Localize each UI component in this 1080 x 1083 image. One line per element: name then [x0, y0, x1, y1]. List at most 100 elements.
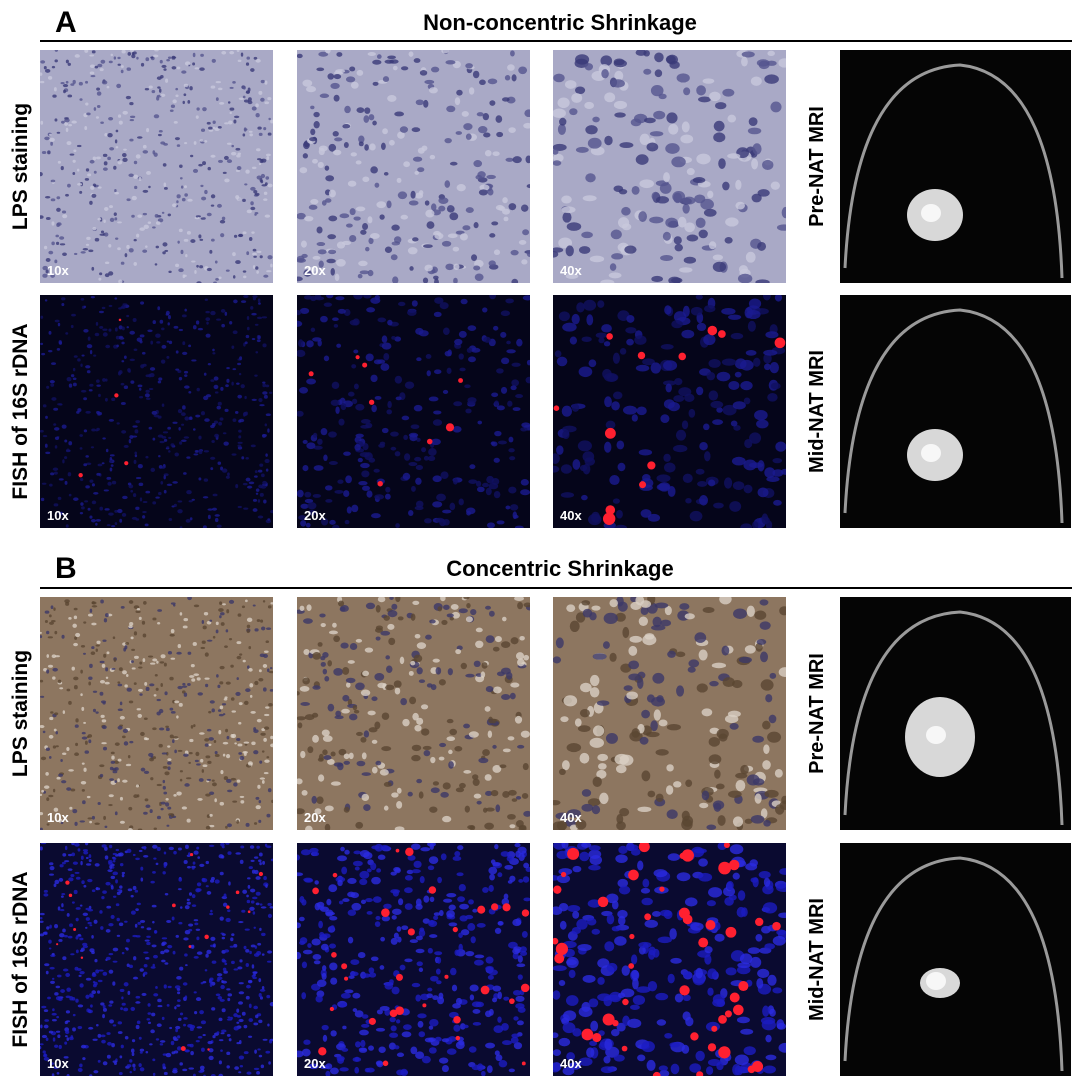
cell	[69, 1036, 74, 1041]
cell	[703, 423, 710, 431]
cell	[740, 381, 753, 391]
cell	[176, 194, 181, 199]
cell	[638, 616, 648, 626]
cell	[114, 327, 118, 332]
cell	[44, 299, 48, 302]
cell	[646, 142, 659, 152]
cell	[79, 1063, 83, 1068]
cell	[96, 472, 101, 476]
cell	[222, 603, 226, 606]
cell	[483, 132, 491, 138]
cell	[208, 844, 215, 847]
cell	[389, 597, 394, 600]
cell	[471, 1001, 482, 1008]
cell	[179, 966, 184, 971]
signal	[718, 861, 732, 875]
cell	[754, 409, 768, 421]
cell	[565, 995, 579, 1006]
cell	[149, 757, 155, 762]
cell	[682, 815, 694, 827]
cell	[133, 174, 139, 179]
cell	[105, 344, 111, 349]
cell	[712, 800, 725, 810]
cell	[44, 1019, 50, 1022]
cell	[61, 120, 65, 124]
signal	[247, 910, 251, 914]
cell	[60, 166, 64, 171]
cell	[51, 65, 56, 69]
cell	[45, 217, 51, 220]
cell	[172, 950, 176, 955]
cell	[41, 482, 47, 485]
cell	[70, 873, 75, 878]
cell	[416, 357, 422, 362]
cell	[214, 433, 220, 438]
cell	[494, 844, 499, 850]
cell	[488, 718, 497, 724]
cell	[371, 766, 378, 774]
cell	[690, 922, 704, 931]
cell	[42, 931, 48, 935]
cell	[381, 342, 392, 350]
row-label: LPS staining	[9, 650, 32, 777]
cell	[390, 446, 397, 451]
cell	[258, 1019, 263, 1024]
cell	[42, 404, 47, 408]
cell	[730, 420, 738, 427]
cell	[267, 96, 272, 101]
cell	[108, 418, 115, 422]
cell	[496, 405, 505, 411]
cell	[118, 922, 124, 927]
cell	[458, 608, 468, 614]
cell	[182, 1068, 188, 1072]
cell	[246, 894, 249, 898]
signal	[520, 983, 530, 993]
cell	[96, 410, 100, 415]
cell	[199, 265, 204, 269]
cell	[129, 119, 135, 122]
cell	[51, 241, 55, 246]
cell	[453, 277, 458, 283]
cell	[245, 599, 248, 603]
cell	[407, 855, 416, 861]
cell	[261, 932, 266, 937]
cell	[64, 860, 70, 863]
cell	[520, 730, 530, 738]
cell	[80, 947, 85, 952]
cell	[156, 96, 160, 101]
cell	[40, 172, 43, 177]
cell	[158, 743, 163, 748]
cell	[102, 437, 106, 440]
cell	[75, 907, 81, 910]
cell	[582, 975, 596, 983]
cell	[497, 440, 508, 445]
cell	[110, 751, 115, 755]
cell	[176, 1004, 181, 1007]
cell	[268, 117, 271, 121]
cell	[738, 656, 752, 664]
cell	[586, 917, 597, 926]
cell	[172, 421, 178, 424]
cell	[500, 310, 511, 317]
cell	[430, 438, 441, 446]
cell	[245, 334, 250, 339]
cell	[46, 797, 50, 802]
cell	[366, 911, 373, 915]
cell	[193, 724, 196, 728]
cell	[408, 509, 414, 516]
cell	[80, 1044, 87, 1049]
cell	[71, 852, 76, 857]
cell	[756, 419, 769, 429]
cell	[601, 324, 612, 333]
cell	[616, 440, 625, 450]
cell	[215, 277, 219, 281]
cell	[193, 955, 199, 959]
cell	[682, 994, 691, 1002]
cell	[302, 439, 308, 444]
cell	[188, 390, 192, 394]
cell	[248, 866, 253, 869]
cell	[489, 100, 496, 106]
cell	[154, 673, 158, 677]
cell	[676, 685, 685, 697]
cell	[372, 896, 382, 903]
